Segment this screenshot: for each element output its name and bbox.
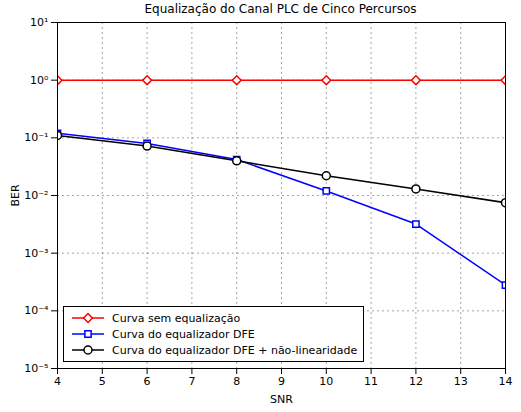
svg-text:4: 4 [54,375,61,388]
svg-text:SNR: SNR [270,393,293,406]
svg-text:10⁻³: 10⁻³ [24,247,48,260]
svg-text:10¹: 10¹ [30,18,48,29]
svg-text:10⁻⁵: 10⁻⁵ [24,362,48,375]
svg-text:13: 13 [454,375,468,388]
svg-text:10: 10 [319,375,333,388]
svg-text:6: 6 [144,375,151,388]
html-text:Curva sem equalização: Curva sem equalização [112,311,241,325]
svg-text:14: 14 [499,375,513,388]
svg-text:8: 8 [233,375,240,388]
svg-text:BER: BER [9,184,22,206]
svg-text:5: 5 [99,375,106,388]
svg-text:10⁻¹: 10⁻¹ [24,131,48,144]
svg-text:7: 7 [188,375,195,388]
svg-text:10⁻²: 10⁻² [24,189,48,202]
html-text:Equalização do Canal PLC de Ci: Equalização do Canal PLC de Cinco Percur… [144,2,417,16]
html-text:Curva do equalizador DFE: Curva do equalizador DFE [112,327,255,341]
svg-text:10⁰: 10⁰ [30,74,49,87]
svg-text:9: 9 [278,375,285,388]
svg-text:12: 12 [409,375,423,388]
html-text:Curva do equalizador DFE + não: Curva do equalizador DFE + não-linearida… [112,343,358,357]
svg-text:10⁻⁴: 10⁻⁴ [24,304,49,317]
svg-text:11: 11 [364,375,378,388]
